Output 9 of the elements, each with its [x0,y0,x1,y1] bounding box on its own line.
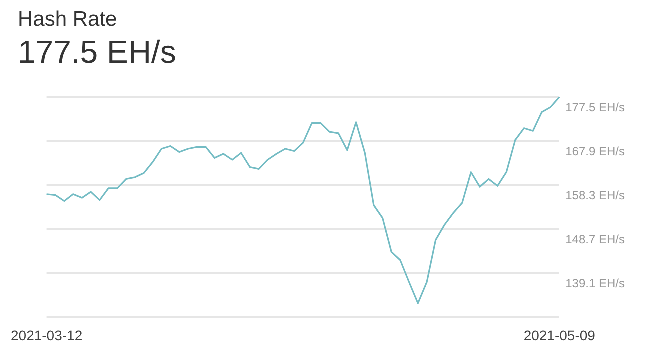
y-tick-label: 177.5 EH/s [566,100,626,115]
y-tick-label: 158.3 EH/s [566,188,626,203]
x-tick-label: 2021-05-09 [524,327,596,344]
x-tick-label: 2021-03-12 [10,327,83,344]
chart-title: Hash Rate [18,8,118,32]
y-tick-label: 148.7 EH/s [566,232,626,247]
chart-subtitle: 177.5 EH/s [18,34,178,71]
y-tick-label: 139.1 EH/s [566,276,626,291]
y-tick-label: 167.9 EH/s [566,144,626,159]
